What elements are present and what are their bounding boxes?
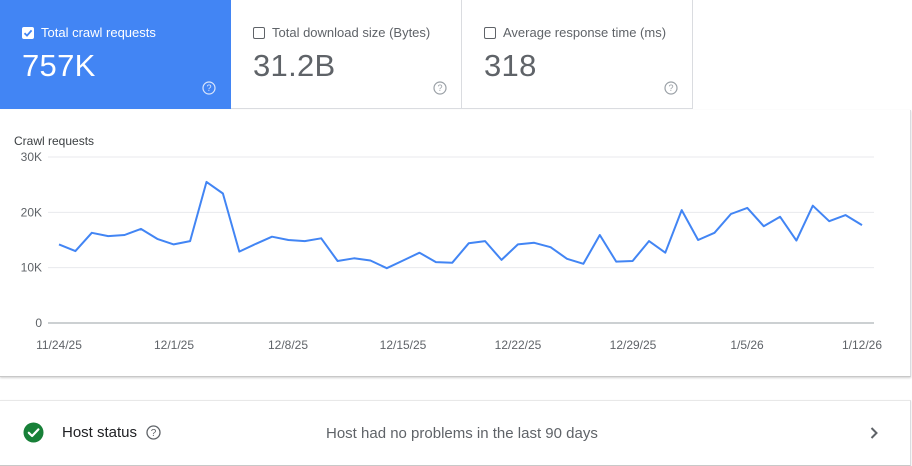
svg-text:?: ? — [206, 83, 211, 93]
help-icon[interactable]: ? — [433, 81, 447, 95]
metric-card-total-download-size[interactable]: Total download size (Bytes) 31.2B ? — [231, 0, 462, 109]
svg-text:?: ? — [151, 428, 157, 439]
metric-label: Total download size (Bytes) — [272, 25, 431, 40]
checkbox-unchecked-icon[interactable] — [253, 26, 265, 39]
x-tick-label: 12/15/25 — [380, 338, 427, 352]
y-tick-label: 30K — [21, 150, 42, 164]
x-tick-label: 12/22/25 — [495, 338, 542, 352]
svg-text:?: ? — [668, 83, 673, 93]
x-tick-label: 1/5/26 — [730, 338, 764, 352]
chevron-right-icon[interactable] — [866, 425, 882, 441]
metric-cards: Total crawl requests 757K ? Total downlo… — [0, 0, 693, 110]
help-icon[interactable]: ? — [202, 81, 216, 95]
x-tick-label: 12/8/25 — [268, 338, 308, 352]
chart-title: Crawl requests — [14, 134, 95, 148]
host-status-message: Host had no problems in the last 90 days — [326, 425, 598, 442]
check-circle-icon — [23, 422, 44, 443]
y-tick-label: 10K — [21, 261, 42, 275]
x-tick-label: 12/29/25 — [610, 338, 657, 352]
host-status-label: Host status — [62, 424, 138, 441]
help-icon[interactable]: ? — [664, 81, 678, 95]
metric-card-total-crawl-requests[interactable]: Total crawl requests 757K ? — [0, 0, 231, 109]
y-tick-label: 0 — [35, 316, 42, 330]
checkbox-checked-icon[interactable] — [22, 26, 34, 39]
x-tick-label: 12/1/25 — [154, 338, 194, 352]
metric-value: 31.2B — [253, 48, 336, 83]
checkbox-unchecked-icon[interactable] — [484, 26, 496, 39]
metric-card-header: Total download size (Bytes) — [253, 25, 430, 40]
metric-card-header: Average response time (ms) — [484, 25, 666, 40]
metric-label: Total crawl requests — [41, 25, 156, 40]
crawl-requests-line-chart: 0 10K 20K 30K 11/24/25 12/1/25 12/8/25 12/15/25… — [21, 150, 883, 352]
y-tick-label: 20K — [21, 205, 42, 219]
metric-card-header: Total crawl requests — [22, 25, 156, 40]
x-tick-label: 1/12/26 — [842, 338, 882, 352]
metric-value: 318 — [484, 48, 537, 83]
host-status-row[interactable]: Host status ? Host had no problems in th… — [0, 400, 911, 466]
help-icon[interactable]: ? — [146, 425, 161, 440]
metric-value: 757K — [22, 48, 96, 83]
series-line — [58, 180, 863, 270]
metric-label: Average response time (ms) — [503, 25, 667, 40]
crawl-requests-chart-panel: Crawl requests 0 10K 20K 30K 11/24/25 12/1/25… — [0, 110, 911, 377]
x-tick-label: 11/24/25 — [36, 338, 82, 352]
svg-text:?: ? — [437, 83, 442, 93]
metric-card-average-response-time[interactable]: Average response time (ms) 318 ? — [462, 0, 693, 109]
